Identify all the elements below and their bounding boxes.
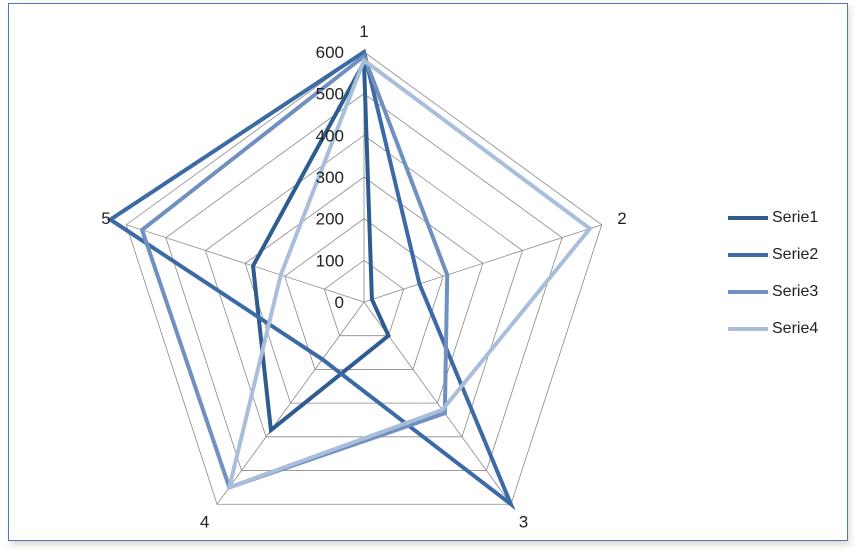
- category-labels: 1 2 3 4 5: [101, 22, 626, 532]
- legend: Serie1 Serie2 Serie3 Serie4: [728, 199, 818, 347]
- legend-swatch: [728, 215, 768, 220]
- legend-swatch: [728, 252, 768, 257]
- tick-label: 300: [316, 168, 344, 187]
- chart-frame: [8, 3, 848, 541]
- legend-label: Serie3: [772, 282, 819, 300]
- legend-label: Serie1: [772, 208, 819, 226]
- series-line-serie1: [250, 55, 391, 434]
- tick-label: 400: [316, 126, 344, 145]
- grid-ring: [284, 218, 444, 370]
- grid-ring: [165, 93, 563, 471]
- series-line-serie2: [106, 48, 516, 511]
- grid-spoke: [216, 301, 365, 505]
- legend-item: Serie3: [728, 273, 818, 310]
- tick-label: 100: [316, 251, 344, 270]
- tick-label: 200: [316, 210, 344, 229]
- tick-label: 600: [316, 43, 344, 62]
- tick-labels: 0 100 200 300 400 500 600: [316, 43, 344, 312]
- legend-item: Serie1: [728, 199, 818, 236]
- legend-swatch: [728, 289, 768, 294]
- category-label: 3: [519, 512, 528, 531]
- legend-swatch: [728, 326, 768, 331]
- category-label: 2: [617, 209, 626, 228]
- grid-spoke: [126, 224, 365, 303]
- series-line-serie3: [139, 52, 450, 490]
- legend-label: Serie4: [772, 319, 819, 337]
- legend-item: Serie2: [728, 236, 818, 273]
- category-label: 5: [101, 209, 110, 228]
- grid-spoke: [363, 224, 602, 303]
- grid-ring: [244, 176, 484, 404]
- category-label: 1: [359, 22, 368, 41]
- series-lines: [106, 48, 593, 511]
- grid-ring: [125, 51, 603, 505]
- category-label: 4: [200, 512, 209, 531]
- series-line-serie4: [226, 57, 593, 491]
- tick-label: 500: [316, 85, 344, 104]
- grid-ring: [323, 259, 405, 337]
- legend-label: Serie2: [772, 245, 819, 263]
- legend-item: Serie4: [728, 310, 818, 347]
- tick-label: 0: [335, 293, 344, 312]
